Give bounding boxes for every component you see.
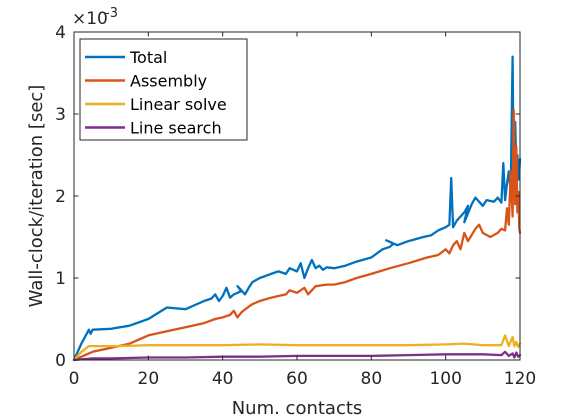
y-tick-label: 0 — [55, 351, 66, 371]
y-tick-label: 3 — [55, 105, 66, 125]
ticks-layer: 0 20 40 60 80 100 120 0 1 2 3 4 — [55, 23, 536, 389]
y-exponent-base: ×10 — [72, 9, 108, 29]
series-layer — [72, 55, 522, 362]
legend-label-assembly: Assembly — [130, 72, 207, 91]
legend-label-line-search: Line search — [130, 119, 222, 138]
series-line-linear-solve — [72, 334, 522, 362]
legend: Total Assembly Linear solve Line search — [79, 38, 248, 141]
y-exponent-label: ×10 -3 — [72, 6, 118, 29]
x-tick-label: 60 — [286, 369, 308, 389]
x-axis-label: Num. contacts — [232, 398, 363, 419]
y-tick-label: 4 — [55, 23, 66, 43]
y-tick-label: 2 — [55, 187, 66, 207]
series-line-total — [72, 55, 522, 362]
y-axis-label: Wall-clock/iteration [sec] — [26, 85, 47, 308]
x-tick-label: 120 — [504, 369, 536, 389]
y-tick-label: 1 — [55, 269, 66, 289]
legend-label-total: Total — [129, 48, 167, 67]
legend-label-linear-solve: Linear solve — [130, 95, 227, 114]
series-line-line-search — [72, 350, 522, 362]
x-tick-label: 0 — [69, 369, 80, 389]
x-tick-label: 80 — [361, 369, 383, 389]
series-line-assembly — [72, 108, 522, 362]
x-tick-label: 40 — [212, 369, 234, 389]
x-tick-label: 100 — [429, 369, 461, 389]
y-exponent-power: -3 — [105, 6, 118, 21]
x-tick-label: 20 — [138, 369, 160, 389]
